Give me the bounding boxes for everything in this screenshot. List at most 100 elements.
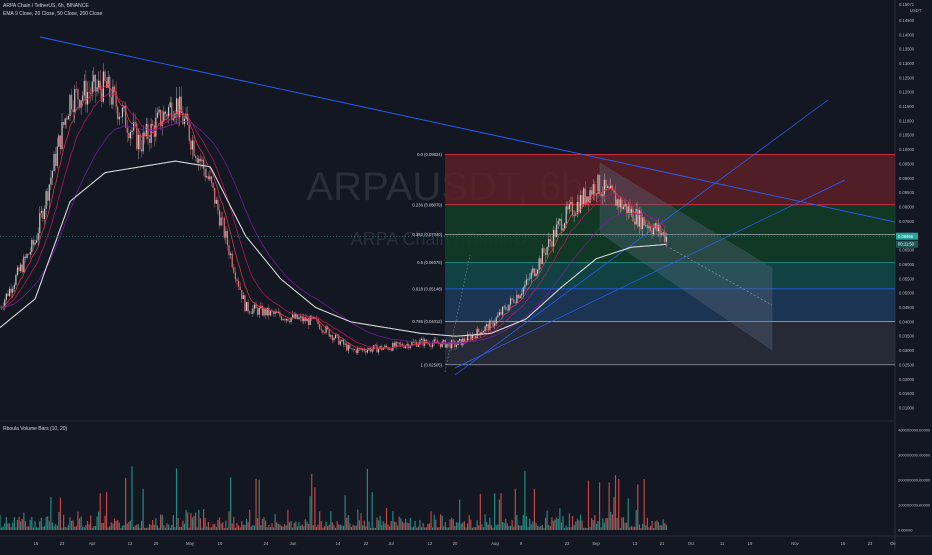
candle-body [568,204,570,210]
volume-bar [451,517,453,530]
candle-body [497,315,499,318]
volume-bar [212,524,214,530]
candle-body [18,267,20,271]
candle-body [265,308,267,316]
volume-bar [198,509,200,530]
volume-bar [145,527,147,530]
volume-bar [330,511,332,530]
volume-bar [471,527,473,530]
volume-bar [653,527,655,530]
candle-body [404,345,407,349]
candle-body [400,343,402,345]
time-tick: 22 [364,541,369,546]
time-tick: 19 [748,541,753,546]
candle-body [629,206,631,215]
candle-body [347,345,349,351]
volume-bar [279,524,281,530]
volume-bar [319,511,321,530]
volume-bar [354,525,356,530]
candle-body [366,349,368,353]
price-tick: 0.13500 [899,47,915,52]
candle-body [470,335,472,340]
candle-body [218,210,221,226]
candle-body [478,328,480,333]
volume-bar [438,527,440,530]
candle-body [432,343,434,347]
volume-bar [654,521,656,530]
candle-body [355,349,357,353]
volume-bar [304,519,306,530]
candle-body [123,105,125,108]
candle-body [26,254,28,258]
candle-body [441,341,443,348]
volume-bar [521,525,523,530]
time-tick: 14 [336,541,341,546]
candle-body [648,226,650,229]
volume-bar [35,527,38,530]
volume-bar [175,468,178,530]
volume-bar [482,527,485,530]
volume-bar [576,518,578,530]
candle-body [325,326,327,333]
candle-body [94,74,97,92]
volume-bar [564,527,566,530]
volume-bar [107,527,109,530]
volume-bar [358,520,361,530]
candle-body [573,215,575,217]
candle-body [498,312,501,316]
price-tick: 0.08500 [899,190,915,195]
volume-bar [392,510,394,530]
time-tick: 20 [154,541,159,546]
volume-bar [115,520,117,530]
candle-body [551,241,553,247]
candle-body [69,94,71,116]
candle-body [144,132,146,137]
volume-indicator-legend[interactable]: Rboula Volume Bars (10, 20) [3,426,68,432]
volume-bar [533,489,535,530]
candle-body [645,224,647,226]
candle-body [125,105,127,128]
volume-bar [397,525,399,530]
volume-bar [414,520,416,530]
candle-body [242,295,244,299]
indicators-legend[interactable]: EMA 9 Close, 20 Close, 50 Close, 200 Clo… [3,11,103,17]
volume-bar [96,516,98,530]
candle-body [98,80,100,88]
volume-bar [559,508,561,530]
volume-bar [616,517,618,530]
volume-bar [357,509,359,530]
volume-bar [218,517,221,530]
volume-bar [78,518,81,530]
volume-bar [153,524,155,530]
volume-bar [638,524,640,530]
volume-bar [479,493,481,530]
volume-bar [202,509,205,530]
volume-bar [420,527,423,530]
volume-bar [258,479,260,530]
symbol-title[interactable]: ARPA Chain / TetherUS, 6h, BINANCE [3,3,89,9]
volume-bar [288,522,291,530]
volume-bar [113,518,116,530]
candle-body [171,102,173,121]
candle-body [202,159,205,169]
volume-bar [314,487,316,530]
candle-body [643,217,645,226]
candle-body [233,267,235,273]
candle-body [239,286,241,291]
candle-body [134,122,136,124]
candle-body [258,307,260,315]
volume-bar [436,527,438,530]
candle-body [481,332,483,335]
time-tick: Nov [791,541,799,546]
time-tick: 15 [841,541,846,546]
volume-bar [513,526,515,530]
volume-bar [562,516,564,530]
candle-body [411,342,413,346]
candle-body [112,86,114,105]
volume-bar [412,526,415,530]
volume-bar [245,518,248,530]
volume-bar [206,526,208,530]
candle-body [508,304,510,311]
